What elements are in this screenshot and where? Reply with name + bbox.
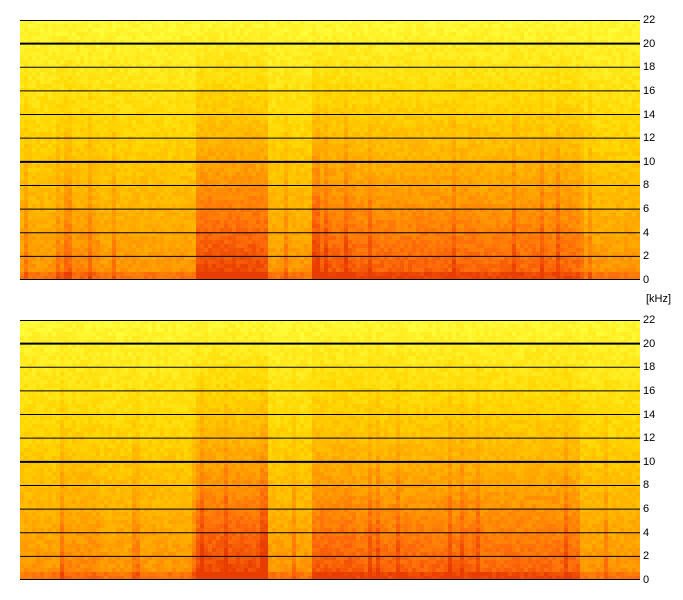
bottom-tick-label-12: 12 — [643, 432, 655, 444]
top-tick-label-6: 6 — [643, 203, 649, 215]
spectrogram-top-plot — [20, 20, 640, 280]
bottom-tick-label-4: 4 — [643, 527, 649, 539]
top-tick-label-8: 8 — [643, 179, 649, 191]
spectrogram-top — [20, 20, 640, 280]
spectrogram-cells — [20, 20, 640, 280]
bottom-tick-label-0: 0 — [643, 574, 649, 586]
top-tick-label-18: 18 — [643, 61, 655, 73]
bottom-tick-label-6: 6 — [643, 503, 649, 515]
spectrogram-cells — [20, 320, 640, 580]
top-tick-label-22: 22 — [643, 14, 655, 26]
bottom-tick-label-14: 14 — [643, 409, 655, 421]
spectrogram-bottom-plot — [20, 320, 640, 580]
top-tick-label-4: 4 — [643, 227, 649, 239]
bottom-tick-label-2: 2 — [643, 550, 649, 562]
top-tick-label-0: 0 — [643, 274, 649, 286]
bottom-tick-label-16: 16 — [643, 385, 655, 397]
top-tick-label-14: 14 — [643, 109, 655, 121]
bottom-tick-label-8: 8 — [643, 479, 649, 491]
y-axis-top: 0 2 4 6 8 10 12 14 16 18 20 22 — [643, 14, 683, 286]
y-axis-bottom: 0 2 4 6 8 10 12 14 16 18 20 22 — [643, 314, 683, 586]
top-tick-label-10: 10 — [643, 156, 655, 168]
bottom-tick-label-18: 18 — [643, 361, 655, 373]
bottom-tick-label-20: 20 — [643, 338, 655, 350]
top-tick-label-12: 12 — [643, 132, 655, 144]
bottom-tick-label-10: 10 — [643, 456, 655, 468]
top-tick-label-2: 2 — [643, 250, 649, 262]
bottom-tick-label-22: 22 — [643, 314, 655, 326]
top-tick-label-16: 16 — [643, 85, 655, 97]
top-tick-label-20: 20 — [643, 38, 655, 50]
frequency-unit-label: [kHz] — [646, 293, 671, 305]
spectrogram-bottom — [20, 320, 640, 580]
